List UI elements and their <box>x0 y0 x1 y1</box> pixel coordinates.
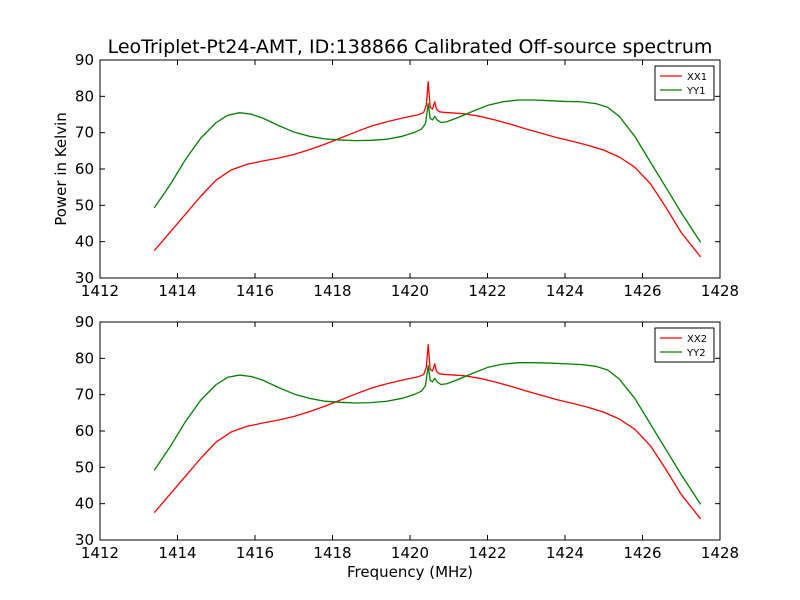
series-line-yy2 <box>153 362 702 505</box>
x-tick-label: 1412 <box>81 282 119 300</box>
legend-label-xx1: XX1 <box>687 72 707 83</box>
axes-frame <box>99 59 721 279</box>
series-line-yy1 <box>153 99 702 243</box>
y-axis-label: Power in Kelvin <box>52 112 70 226</box>
y-tick-label: 50 <box>75 458 94 476</box>
legend-box <box>654 327 715 363</box>
y-tick-label: 80 <box>75 87 94 105</box>
chart-title: LeoTriplet-Pt24-AMT, ID:138866 Calibrate… <box>108 36 713 58</box>
y-tick-label: 70 <box>75 386 94 404</box>
y-tick-label: 60 <box>75 422 94 440</box>
x-tick-label: 1414 <box>158 282 196 300</box>
series-line-xx1 <box>153 81 702 258</box>
legend-label-yy2: YY2 <box>686 348 706 359</box>
x-tick-label: 1426 <box>623 282 661 300</box>
y-tick-label: 90 <box>75 51 94 69</box>
x-tick-label: 1412 <box>81 544 119 562</box>
y-tick-label: 60 <box>75 160 94 178</box>
x-tick-label: 1420 <box>391 544 429 562</box>
y-tick-label: 50 <box>75 196 94 214</box>
x-tick-label: 1418 <box>313 282 351 300</box>
y-tick-label: 40 <box>75 495 94 513</box>
y-tick-label: 80 <box>75 349 94 367</box>
x-axis-label: Frequency (MHz) <box>347 563 473 581</box>
x-tick-label: 1422 <box>468 282 506 300</box>
x-tick-label: 1424 <box>546 282 584 300</box>
axes-frame <box>99 321 721 541</box>
axes-panel-2: 1412 1414 1416 1418 1420 1422 1424 1426 1428 30 40… <box>75 313 739 581</box>
x-tick-label: 1420 <box>391 282 429 300</box>
series-line-xx2 <box>153 343 702 520</box>
x-tick-label: 1424 <box>546 544 584 562</box>
x-tick-label: 1428 <box>701 544 739 562</box>
x-tick-label: 1428 <box>701 282 739 300</box>
y-tick-label: 40 <box>75 233 94 251</box>
y-tick-label: 90 <box>75 313 94 331</box>
legend-box <box>654 65 715 101</box>
legend-label-yy1: YY1 <box>686 86 706 97</box>
y-tick-label: 30 <box>75 531 94 549</box>
x-tick-label: 1426 <box>623 544 661 562</box>
axes-panel-1: 1412 1414 1416 1418 1420 1422 1424 1426 1428 30 40… <box>52 51 739 300</box>
x-tick-label: 1416 <box>236 544 274 562</box>
x-tick-label: 1422 <box>468 544 506 562</box>
x-tick-label: 1414 <box>158 544 196 562</box>
y-tick-label: 70 <box>75 124 94 142</box>
x-tick-label: 1416 <box>236 282 274 300</box>
y-tick-label: 30 <box>75 269 94 287</box>
x-tick-label: 1418 <box>313 544 351 562</box>
plot-area: 1412 1414 1416 1418 1420 1422 1424 1426 1428 30 40… <box>52 51 739 581</box>
legend-label-xx2: XX2 <box>687 334 707 345</box>
